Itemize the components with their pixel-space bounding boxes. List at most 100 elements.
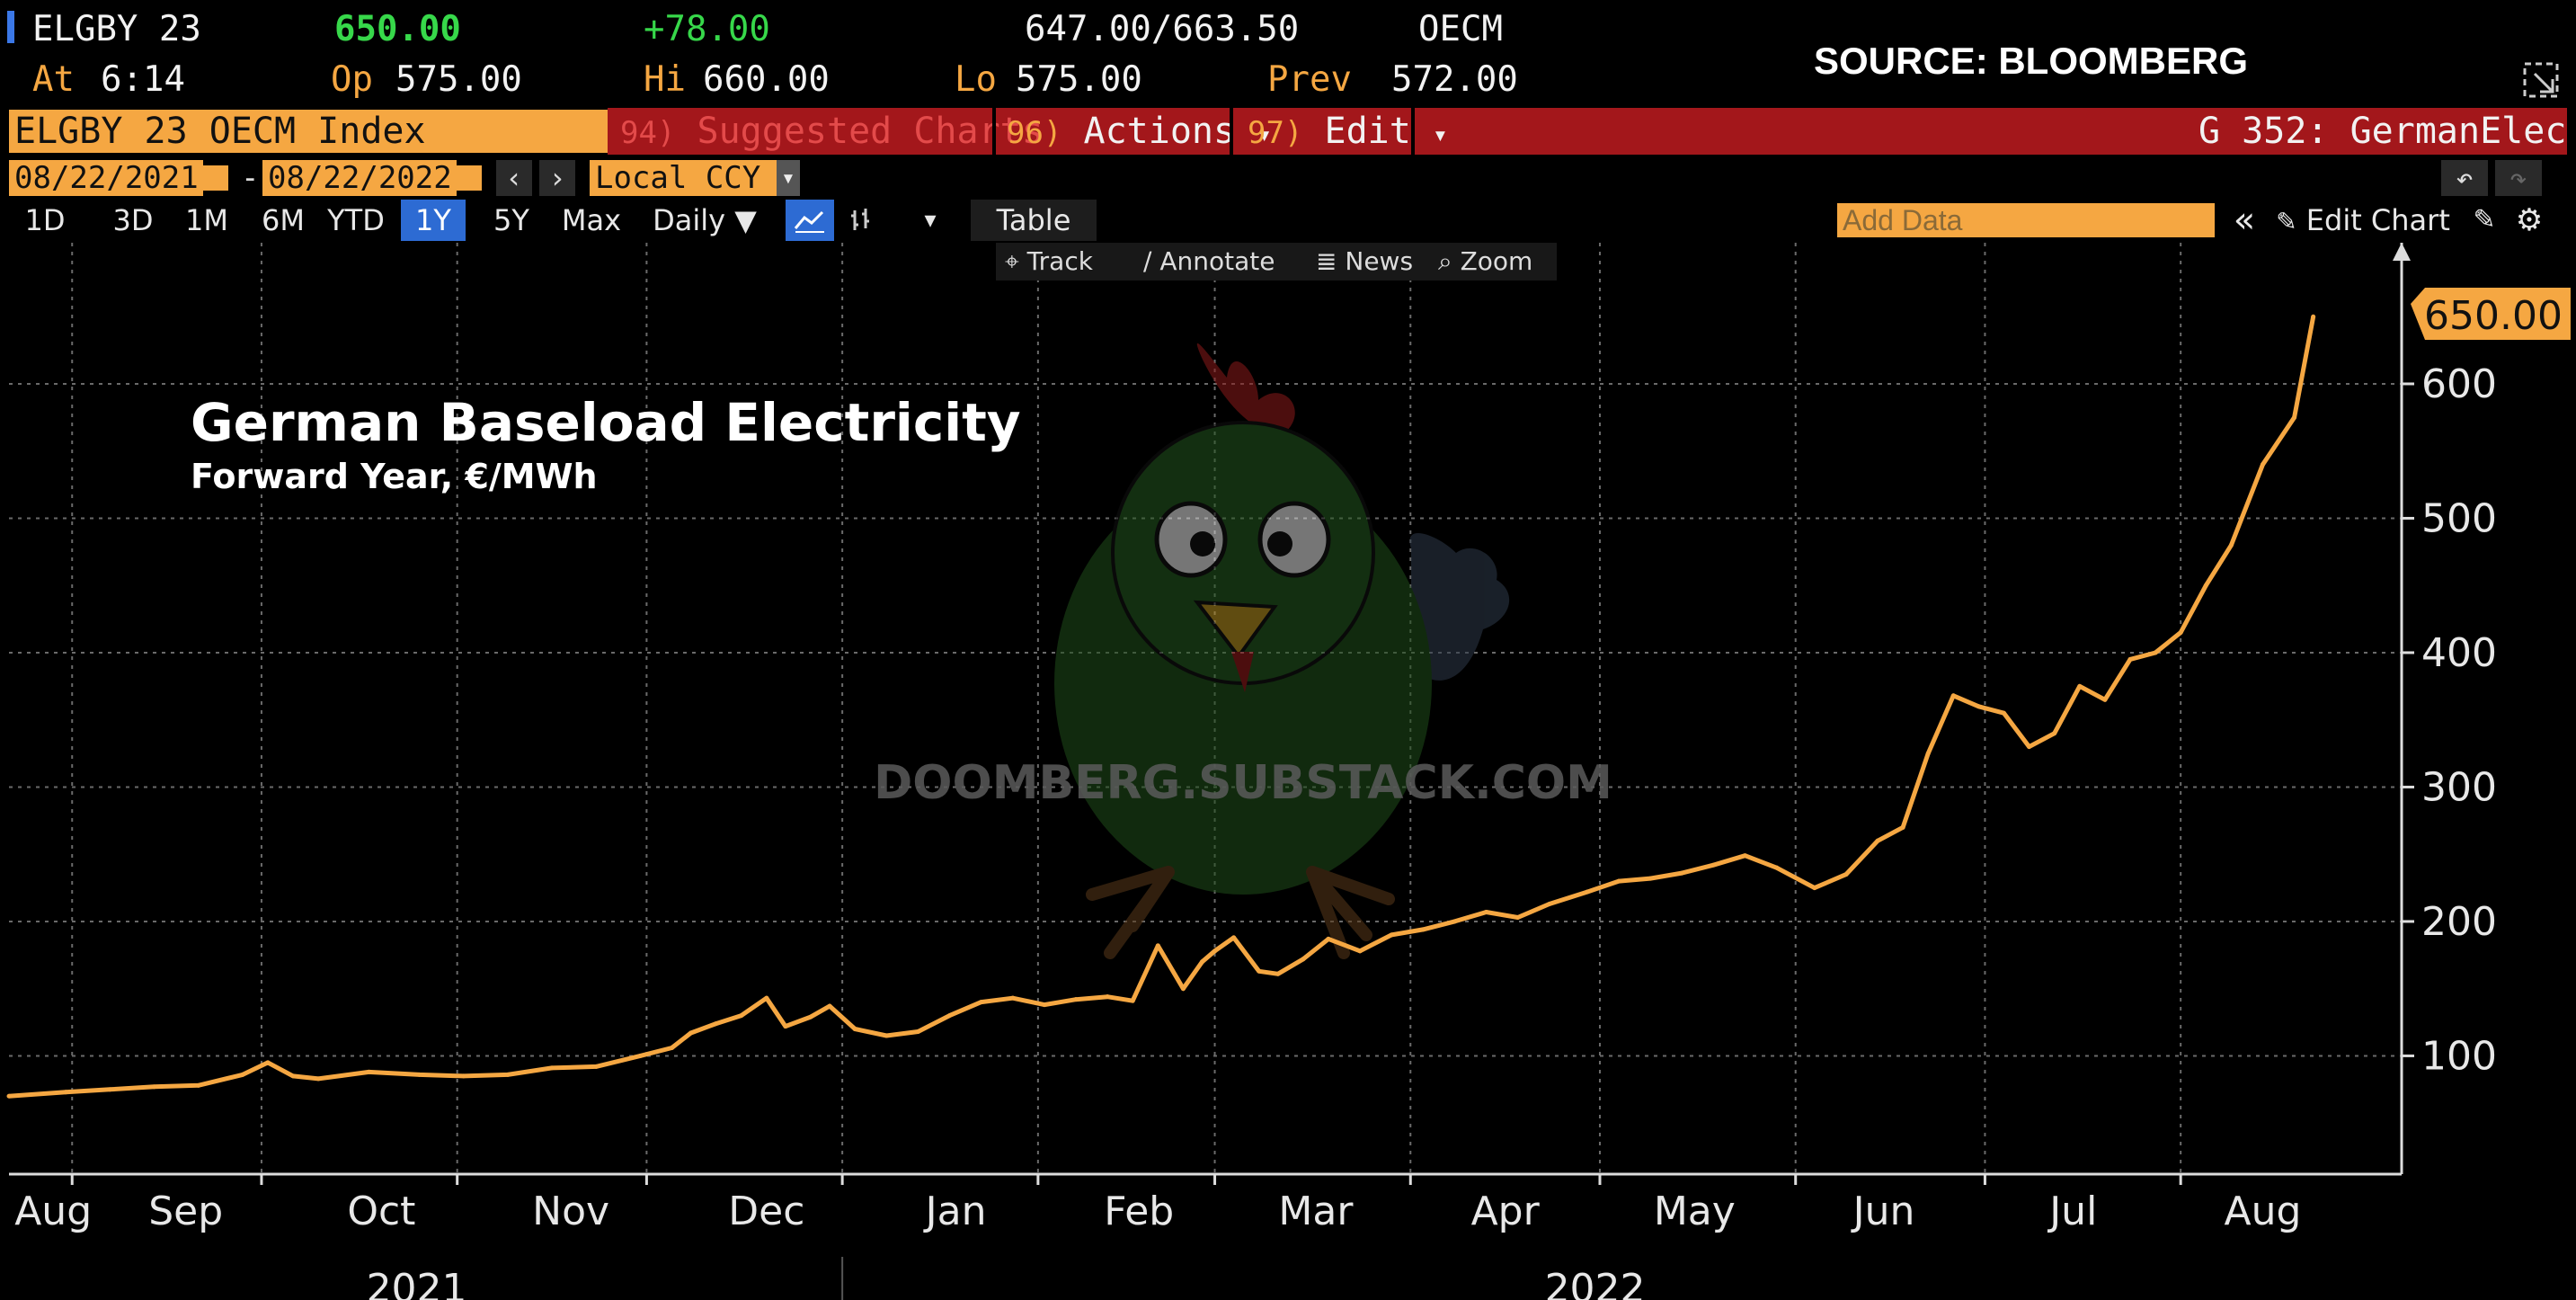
data-point [852, 1027, 857, 1032]
data-point [1357, 948, 1363, 954]
data-point [1950, 693, 1956, 699]
data-point [2311, 314, 2316, 319]
undo-button[interactable]: ↶ [2441, 160, 2488, 196]
chart-type-caret-icon[interactable]: ▾ [924, 207, 937, 234]
start-calendar-icon[interactable] [203, 165, 228, 191]
collapse-button[interactable]: « [2233, 200, 2256, 241]
y-tick-label: 600 [2421, 361, 2497, 407]
x-tick-label: Dec [728, 1189, 804, 1234]
x-tick-label: Feb [1104, 1189, 1174, 1234]
start-date-field[interactable]: 08/22/2021 [9, 160, 203, 196]
zoom-tool[interactable]: ⌕ Zoom [1438, 243, 1532, 280]
data-point [739, 1013, 744, 1019]
net-change: +78.00 [644, 9, 770, 49]
last-value-label: 650.00 [2424, 293, 2563, 339]
data-point [1875, 838, 1880, 843]
annotate-tool[interactable]: ∕ Annotate [1143, 243, 1275, 280]
data-point [2228, 542, 2234, 548]
menu-red-bar [608, 108, 2567, 155]
track-label: Track [1026, 246, 1093, 276]
data-point [1743, 853, 1748, 859]
data-point [265, 1060, 271, 1065]
period-button-ytd[interactable]: YTD [327, 203, 385, 237]
edit-label: Edit [1324, 111, 1411, 152]
period-button-5y[interactable]: 5Y [493, 203, 529, 237]
news-tool[interactable]: ≣ News [1316, 243, 1413, 280]
data-point [1812, 886, 1817, 891]
time-value: 6:14 [101, 59, 185, 100]
currency-select[interactable]: Local CCY [590, 160, 784, 196]
year-label: 2022 [1545, 1266, 1646, 1300]
data-point [366, 1069, 371, 1074]
data-point [1484, 909, 1489, 914]
redo-button[interactable]: ↷ [2495, 160, 2542, 196]
edit-chart-button[interactable]: ✎ Edit Chart [2269, 200, 2457, 241]
x-tick-label: Nov [532, 1189, 609, 1234]
data-point [196, 1082, 201, 1088]
data-point [1843, 872, 1849, 877]
edit-settings-icon[interactable]: ✎ [2473, 204, 2496, 236]
add-data-field[interactable]: Add Data [1837, 203, 2215, 237]
end-calendar-icon[interactable] [457, 165, 482, 191]
data-point [1199, 959, 1204, 965]
date-range-dash: - [241, 160, 260, 196]
y-tick-label: 200 [2421, 899, 2497, 945]
period-button-1y[interactable]: 1Y [401, 200, 466, 241]
zoom-label: Zoom [1460, 246, 1533, 276]
edit-menu[interactable]: 97) Edit ▾ [1248, 108, 1448, 155]
data-point [593, 1064, 599, 1069]
end-date-field[interactable]: 08/22/2022 [262, 160, 457, 196]
table-button[interactable]: Table [971, 200, 1097, 241]
data-point [979, 1000, 984, 1005]
popout-icon[interactable] [2522, 61, 2562, 101]
bid-price: 647.00 [1025, 9, 1151, 49]
data-point [714, 1021, 719, 1027]
track-tool[interactable]: ⌖ Track [1005, 243, 1093, 280]
data-point [2260, 462, 2265, 467]
ticker-flag [7, 11, 14, 43]
actions-menu[interactable]: 96) Actions ▾ [1007, 108, 1272, 155]
bid-ask: 647.00/663.50 [1025, 9, 1299, 50]
bid-ask-sep: / [1150, 9, 1173, 49]
data-point [1212, 948, 1218, 954]
bar-chart-icon[interactable] [841, 200, 881, 241]
edit-caret-icon: ▾ [1432, 120, 1448, 149]
menu-separator [992, 108, 996, 155]
next-period-button[interactable]: › [539, 160, 575, 196]
gear-icon[interactable]: ⚙ [2515, 202, 2544, 238]
data-point [1648, 876, 1653, 881]
data-point [6, 1093, 12, 1099]
data-point [290, 1073, 296, 1079]
x-tick-label: Aug [2225, 1189, 2302, 1234]
data-point [1420, 927, 1426, 932]
pencil-icon: ✎ [2276, 207, 2297, 236]
data-point [1130, 998, 1135, 1003]
data-point [1900, 824, 1905, 830]
period-button-6m[interactable]: 6M [262, 203, 305, 237]
chart-id: G 352: GermanElec [2198, 111, 2567, 152]
zoom-icon: ⌕ [1438, 246, 1461, 276]
period-button-3d[interactable]: 3D [112, 203, 154, 237]
period-button-1m[interactable]: 1M [185, 203, 228, 237]
data-point [1925, 751, 1931, 756]
open-value: 575.00 [395, 59, 522, 100]
data-point [1257, 968, 1262, 974]
period-button-max[interactable]: Max [561, 203, 622, 237]
menu-separator [1230, 108, 1233, 155]
data-point [152, 1084, 157, 1090]
line-chart-icon[interactable] [786, 200, 834, 241]
currency-caret-icon[interactable]: ▾ [777, 160, 800, 196]
period-button-1d[interactable]: 1D [24, 203, 66, 237]
data-points [6, 314, 2316, 1099]
annotate-icon: ∕ [1143, 246, 1160, 276]
prev-period-button[interactable]: ‹ [496, 160, 532, 196]
x-tick-label: Aug [14, 1189, 92, 1234]
suggested-charts-menu[interactable]: 94) Suggested Charts [620, 108, 1044, 155]
security-field[interactable]: ELGBY 23 OECM Index [9, 110, 608, 153]
data-point [107, 1087, 112, 1092]
suggested-label: Suggested Charts [697, 111, 1044, 152]
year-label: 2021 [367, 1266, 467, 1300]
ask-price: 663.50 [1172, 9, 1300, 49]
data-point [2153, 650, 2158, 655]
frequency-select[interactable]: Daily ▼ [653, 203, 757, 237]
